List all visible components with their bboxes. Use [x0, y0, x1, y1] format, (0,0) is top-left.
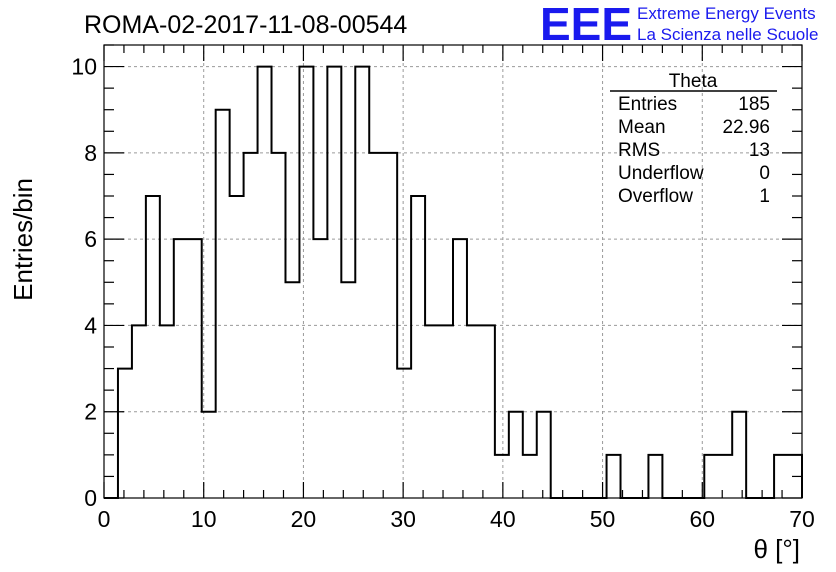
histogram-outline: [104, 65, 803, 499]
stats-row-value: 22.96: [722, 117, 770, 138]
y-tick-label: 2: [84, 399, 97, 425]
x-axis-label: θ [°]: [753, 534, 800, 564]
x-tick-label: 20: [291, 506, 317, 532]
y-tick-label: 0: [84, 485, 97, 511]
stats-box-rows: Entries 185 Mean 22.96 RMS 13 Underflow 0 Overfl…: [618, 94, 770, 207]
x-tick-label: 30: [390, 506, 416, 532]
y-axis-label: Entries/bin: [8, 178, 38, 301]
logo-line-2: La Scienza nelle Scuole: [637, 25, 818, 44]
stats-row-value: 1: [759, 186, 770, 207]
stats-row-label: RMS: [618, 140, 660, 161]
x-tick-label: 50: [590, 506, 616, 532]
x-tick-label: 40: [490, 506, 516, 532]
chart-title: ROMA-02-2017-11-08-00544: [84, 11, 407, 39]
stats-row-value: 185: [738, 94, 770, 115]
x-tick-label: 70: [789, 506, 815, 532]
x-tick-label: 10: [191, 506, 217, 532]
logo-letters: EEE: [540, 0, 632, 50]
y-tick-label: 4: [84, 312, 97, 338]
axis-ticks: [103, 44, 803, 499]
y-tick-label: 8: [84, 140, 97, 166]
stats-row-value: 13: [749, 140, 770, 161]
logo-line-1: Extreme Energy Events: [637, 4, 816, 23]
stats-box-name: Theta: [669, 71, 718, 92]
eee-logo: EEE Extreme Energy Events La Scienza nel…: [540, 0, 818, 50]
x-tick-label: 60: [689, 506, 715, 532]
stats-row-label: Overflow: [618, 186, 693, 207]
plot-frame: [103, 44, 803, 499]
stats-box: Theta Entries 185 Mean 22.96 RMS 13 Underflow 0…: [610, 71, 777, 207]
x-tick-label: 0: [98, 506, 111, 532]
stats-row-label: Mean: [618, 117, 666, 138]
stats-row-value: 0: [759, 163, 770, 184]
stats-row-label: Entries: [618, 94, 677, 115]
y-tick-label: 6: [84, 226, 97, 252]
y-tick-label: 10: [71, 54, 97, 80]
stats-row-label: Underflow: [618, 163, 704, 184]
